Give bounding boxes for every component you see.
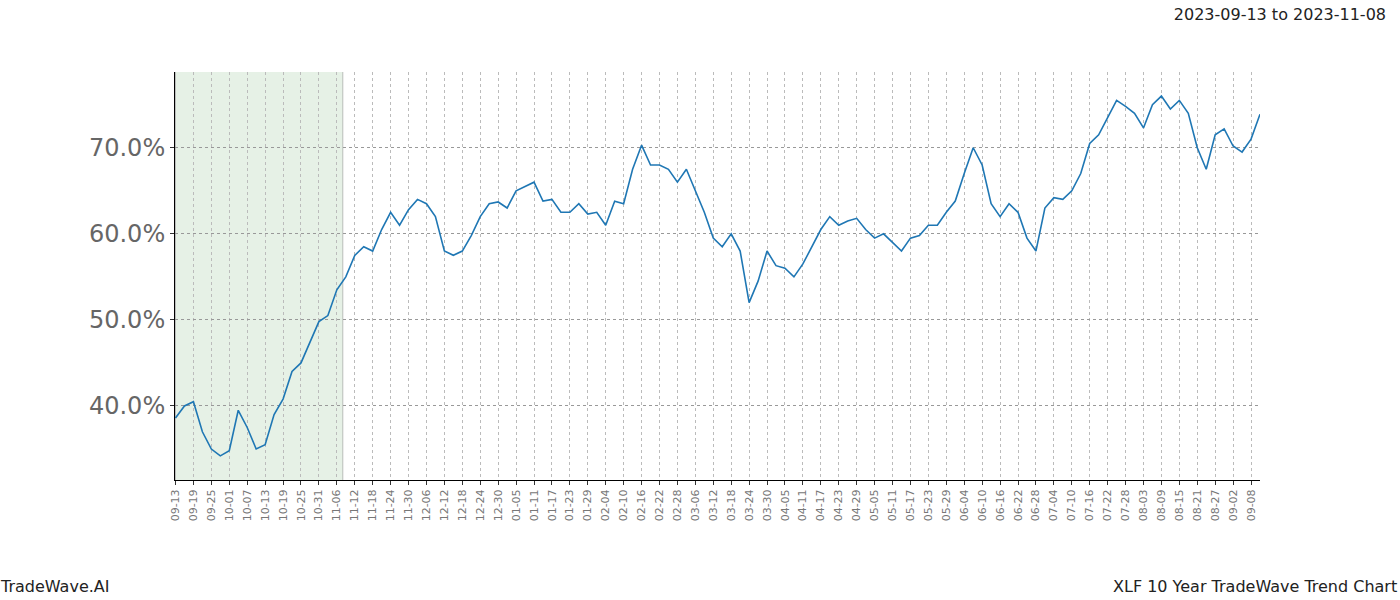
svg-text:12-06: 12-06 <box>420 489 433 521</box>
svg-text:01-11: 01-11 <box>528 489 541 521</box>
svg-text:03-06: 03-06 <box>689 489 702 521</box>
svg-text:10-19: 10-19 <box>277 489 290 521</box>
svg-text:11-12: 11-12 <box>348 489 361 521</box>
svg-text:11-18: 11-18 <box>366 489 379 521</box>
svg-text:11-30: 11-30 <box>402 489 415 521</box>
svg-text:12-18: 12-18 <box>456 489 469 521</box>
svg-text:07-10: 07-10 <box>1065 489 1078 521</box>
svg-text:04-17: 04-17 <box>814 489 827 521</box>
svg-text:07-16: 07-16 <box>1083 489 1096 521</box>
svg-text:50.0%: 50.0% <box>89 306 165 334</box>
svg-text:02-22: 02-22 <box>653 489 666 521</box>
svg-text:10-13: 10-13 <box>259 489 272 521</box>
svg-text:05-05: 05-05 <box>868 489 881 521</box>
svg-text:09-19: 09-19 <box>187 489 200 521</box>
svg-text:70.0%: 70.0% <box>89 134 165 162</box>
svg-text:05-29: 05-29 <box>940 489 953 521</box>
svg-text:02-10: 02-10 <box>617 489 630 521</box>
svg-text:06-28: 06-28 <box>1030 489 1043 521</box>
svg-text:04-05: 04-05 <box>779 489 792 521</box>
svg-text:05-11: 05-11 <box>886 489 899 521</box>
svg-text:08-27: 08-27 <box>1209 489 1222 521</box>
svg-text:60.0%: 60.0% <box>89 220 165 248</box>
svg-text:05-17: 05-17 <box>904 489 917 521</box>
svg-text:11-06: 11-06 <box>330 489 343 521</box>
svg-text:02-16: 02-16 <box>635 489 648 521</box>
svg-text:04-29: 04-29 <box>850 489 863 521</box>
svg-text:06-16: 06-16 <box>994 489 1007 521</box>
svg-text:02-04: 02-04 <box>599 489 612 521</box>
svg-text:01-23: 01-23 <box>563 489 576 521</box>
svg-text:01-29: 01-29 <box>581 489 594 521</box>
svg-text:05-23: 05-23 <box>922 489 935 521</box>
svg-text:07-28: 07-28 <box>1119 489 1132 521</box>
svg-text:10-07: 10-07 <box>241 489 254 521</box>
svg-text:12-12: 12-12 <box>438 489 451 521</box>
svg-text:12-30: 12-30 <box>492 489 505 521</box>
svg-text:2023-09-13 to 2023-11-08: 2023-09-13 to 2023-11-08 <box>1174 5 1386 24</box>
svg-text:09-25: 09-25 <box>205 489 218 521</box>
svg-text:10-01: 10-01 <box>223 489 236 521</box>
svg-text:04-11: 04-11 <box>796 489 809 521</box>
svg-text:08-21: 08-21 <box>1191 489 1204 521</box>
svg-text:12-24: 12-24 <box>474 489 487 521</box>
svg-text:07-04: 07-04 <box>1047 489 1060 521</box>
svg-text:TradeWave.AI: TradeWave.AI <box>0 577 109 596</box>
svg-text:08-15: 08-15 <box>1173 489 1186 521</box>
svg-text:XLF 10 Year TradeWave Trend Ch: XLF 10 Year TradeWave Trend Chart <box>1113 577 1397 596</box>
svg-text:02-28: 02-28 <box>671 489 684 521</box>
svg-text:01-05: 01-05 <box>510 489 523 521</box>
svg-text:11-24: 11-24 <box>384 489 397 521</box>
svg-text:01-17: 01-17 <box>546 489 559 521</box>
svg-text:08-09: 08-09 <box>1155 489 1168 521</box>
svg-text:09-02: 09-02 <box>1227 489 1240 521</box>
svg-text:03-12: 03-12 <box>707 489 720 521</box>
svg-text:03-30: 03-30 <box>761 489 774 521</box>
svg-text:06-22: 06-22 <box>1012 489 1025 521</box>
svg-text:10-25: 10-25 <box>295 489 308 521</box>
svg-text:08-03: 08-03 <box>1137 489 1150 521</box>
svg-text:06-04: 06-04 <box>958 489 971 521</box>
svg-text:09-13: 09-13 <box>169 489 182 521</box>
svg-text:40.0%: 40.0% <box>89 392 165 420</box>
svg-text:03-18: 03-18 <box>725 489 738 521</box>
svg-text:06-10: 06-10 <box>976 489 989 521</box>
svg-text:09-08: 09-08 <box>1245 489 1258 521</box>
svg-text:03-24: 03-24 <box>743 489 756 521</box>
svg-text:10-31: 10-31 <box>312 489 325 521</box>
svg-text:07-22: 07-22 <box>1101 489 1114 521</box>
svg-text:04-23: 04-23 <box>832 489 845 521</box>
